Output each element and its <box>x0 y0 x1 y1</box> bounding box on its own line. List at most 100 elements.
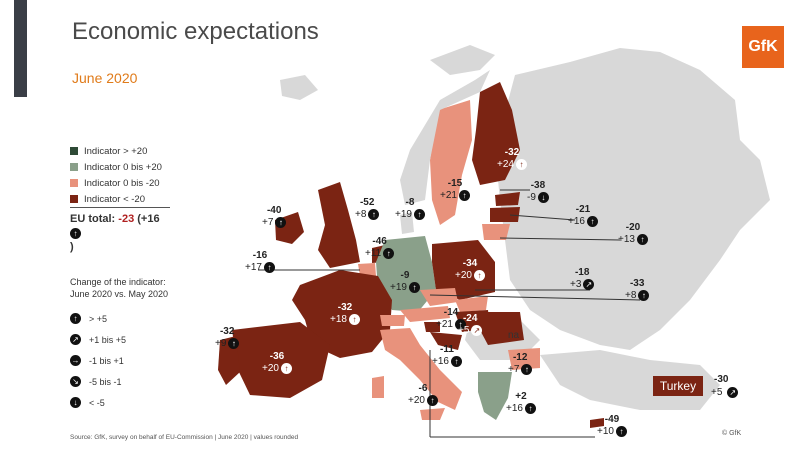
country-change: +8 ↑ <box>355 209 380 221</box>
country-change: +7 ↑ <box>508 364 533 376</box>
country-slovakia <box>455 296 488 312</box>
change-arrow-icon: ↑ <box>413 209 425 220</box>
country-denmark <box>400 212 414 234</box>
country-change: +18 ↑ <box>330 314 360 326</box>
change-arrow-icon: ↗ <box>583 279 595 290</box>
country-change: +20 ↑ <box>262 363 292 375</box>
arrow-right-icon: → <box>70 355 81 366</box>
change-legend-label: > +5 <box>89 313 108 324</box>
change-legend-item: ↑ > +5 <box>70 308 126 329</box>
country-label: +2 +16 ↑ <box>506 391 536 415</box>
legend-swatch <box>70 195 78 203</box>
change-arrow-icon: ↑ <box>408 282 420 293</box>
leader-line <box>509 214 576 221</box>
change-title-line: Change of the indicator: <box>70 277 166 287</box>
country-label: -8 +19 ↑ <box>395 197 425 221</box>
country-value: -46 <box>372 236 387 247</box>
change-arrow-icon: ↗ <box>471 325 483 336</box>
country-cyprus <box>590 418 604 428</box>
country-uk <box>318 182 360 268</box>
change-arrow-icon: ↑ <box>615 426 627 437</box>
legend-label: Indicator 0 bis -20 <box>84 177 160 189</box>
country-label: -32 +9 ↑ <box>215 326 240 350</box>
country-value: -32 <box>504 147 520 158</box>
country-lithuania <box>482 224 510 240</box>
arrow-up-icon: ↑ <box>70 228 81 239</box>
country-change: +5 ↗ <box>458 325 483 337</box>
arrow-up-right-icon: ↗ <box>727 387 739 398</box>
country-spain <box>232 322 330 398</box>
country-value: +2 <box>515 391 527 402</box>
country-label: -24 +5 ↗ <box>458 313 483 337</box>
country-change: +11 ↑ <box>365 248 395 260</box>
country-label: -21 +16 ↑ <box>568 204 598 228</box>
country-value: -15 <box>447 178 463 189</box>
legend-swatch <box>70 147 78 155</box>
leader-line <box>429 294 641 301</box>
side-accent-bar <box>14 0 27 97</box>
change-arrow-icon: ↑ <box>454 319 466 330</box>
change-arrow-icon: ↑ <box>458 190 470 201</box>
legend-label: Indicator 0 bis +20 <box>84 161 162 173</box>
leader-lines <box>258 189 641 438</box>
country-value: -33 <box>629 278 645 289</box>
country-label: -33 +8 ↑ <box>625 278 650 302</box>
page-title: Economic expectations <box>72 18 319 45</box>
country-value: -9 <box>400 270 410 281</box>
change-arrow-icon: ↑ <box>368 209 380 220</box>
change-legend-item: → -1 bis +1 <box>70 350 126 371</box>
country-label: -12 +7 ↑ <box>508 352 533 376</box>
country-change: +10 ↑ <box>597 426 627 438</box>
na-label: na <box>508 330 520 341</box>
change-arrow-icon: ↑ <box>638 290 650 301</box>
change-arrow-icon: ↑ <box>636 234 648 245</box>
eu-total-value: -23 <box>118 213 135 225</box>
country-value: -21 <box>575 204 591 215</box>
country-label: -40 +7 ↑ <box>262 205 287 229</box>
change-arrow-icon: ↑ <box>228 338 240 349</box>
change-title-line: June 2020 vs. May 2020 <box>70 289 169 299</box>
change-arrow-icon: ↑ <box>515 159 527 170</box>
change-arrow-icon: ↑ <box>348 314 360 325</box>
country-change: -9 ↓ <box>527 192 549 204</box>
change-legend: ↑ > +5 ↗ +1 bis +5 → -1 bis +1 ↘ -5 bis … <box>70 308 126 413</box>
country-change: +19 ↑ <box>395 209 425 221</box>
country-greece <box>478 372 512 420</box>
legend-swatch <box>70 179 78 187</box>
arrow-up-right-icon: ↗ <box>70 334 81 345</box>
eu-total: EU total: -23 (+16 ↑ ) <box>70 207 170 254</box>
country-value: -18 <box>574 267 590 278</box>
legend-item: Indicator 0 bis +20 <box>70 159 162 175</box>
country-change: +9 ↑ <box>215 338 240 350</box>
country-sardinia <box>372 376 384 398</box>
change-legend-label: < -5 <box>89 397 105 408</box>
country-sweden <box>430 100 472 225</box>
country-label: -15 +21 ↑ <box>440 178 470 202</box>
country-value: -20 <box>625 222 641 233</box>
change-arrow-icon: ↑ <box>275 217 287 228</box>
country-value: -36 <box>269 351 285 362</box>
country-bulgaria <box>508 348 540 370</box>
change-legend-label: -5 bis -1 <box>89 376 122 387</box>
country-label: -34 +20 ↑ <box>455 258 485 282</box>
country-austria <box>400 306 450 322</box>
country-slovenia <box>424 322 440 332</box>
eu-total-close: ) <box>70 241 74 253</box>
country-change: +16 ↑ <box>506 403 536 415</box>
page-subtitle: June 2020 <box>72 70 138 86</box>
country-change: +20 ↑ <box>455 270 485 282</box>
country-value: -24 <box>462 313 478 324</box>
change-legend-item: ↗ +1 bis +5 <box>70 329 126 350</box>
country-norway <box>400 70 490 205</box>
turkey-value: -30 <box>714 374 729 385</box>
country-label: -36 +20 ↑ <box>262 351 292 375</box>
leader-line <box>499 237 621 241</box>
change-legend-title: Change of the indicator: June 2020 vs. M… <box>70 276 168 300</box>
country-label: -38 -9 ↓ <box>527 180 549 204</box>
country-label: -32 +24 ↑ <box>497 147 527 171</box>
country-czechia <box>420 288 458 306</box>
country-change: +21 ↑ <box>440 190 470 202</box>
country-change: +3 ↗ <box>570 279 595 291</box>
country-change: +20 ↑ <box>408 395 438 407</box>
country-change: +17 ↑ <box>245 262 275 274</box>
